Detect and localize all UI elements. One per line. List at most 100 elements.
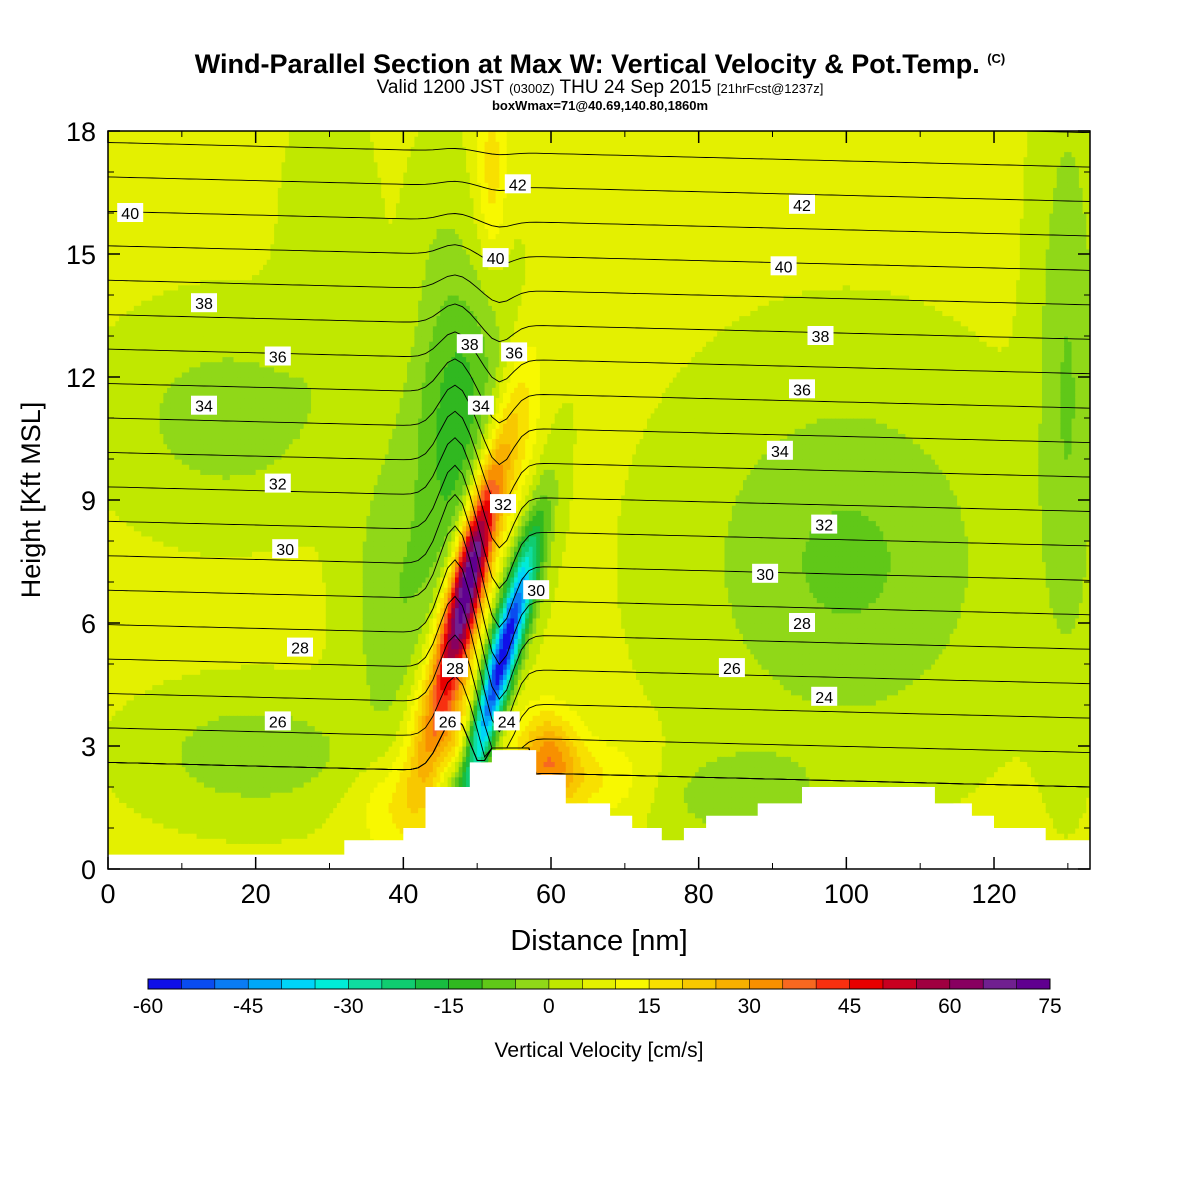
velocity-cell (215, 582, 219, 588)
velocity-cell (134, 674, 138, 680)
velocity-cell (163, 439, 167, 445)
velocity-cell (174, 536, 178, 542)
velocity-cell (167, 751, 171, 757)
velocity-cell (189, 582, 193, 588)
velocity-cell (115, 377, 119, 383)
velocity-cell (174, 341, 178, 347)
velocity-cell (215, 439, 219, 445)
velocity-cell (197, 131, 201, 137)
velocity-cell (189, 531, 193, 537)
velocity-cell (230, 767, 234, 773)
velocity-cell (130, 710, 134, 716)
velocity-cell (152, 280, 156, 286)
velocity-cell (208, 367, 212, 373)
velocity-cell (167, 234, 171, 240)
velocity-cell (215, 787, 219, 793)
velocity-cell (119, 433, 123, 439)
velocity-cell (149, 387, 153, 393)
velocity-cell (230, 782, 234, 788)
velocity-cell (138, 526, 142, 532)
velocity-cell (186, 449, 190, 455)
velocity-cell (208, 710, 212, 716)
velocity-cell (174, 731, 178, 737)
velocity-cell (174, 541, 178, 547)
velocity-cell (230, 510, 234, 516)
velocity-cell (193, 674, 197, 680)
velocity-cell (211, 649, 215, 655)
velocity-cell (222, 182, 226, 188)
velocity-cell (197, 644, 201, 650)
velocity-cell (204, 172, 208, 178)
velocity-cell (171, 331, 175, 337)
velocity-cell (211, 474, 215, 480)
velocity-cell (200, 649, 204, 655)
velocity-cell (182, 792, 186, 798)
velocity-cell (222, 490, 226, 496)
velocity-cell (171, 403, 175, 409)
velocity-cell (219, 541, 223, 547)
velocity-cell (134, 433, 138, 439)
velocity-cell (130, 772, 134, 778)
velocity-cell (119, 792, 123, 798)
velocity-cell (160, 403, 164, 409)
velocity-cell (112, 433, 116, 439)
velocity-cell (134, 746, 138, 752)
velocity-cell (215, 387, 219, 393)
velocity-cell (145, 187, 149, 193)
velocity-cell (115, 295, 119, 301)
velocity-cell (152, 772, 156, 778)
velocity-cell (219, 551, 223, 557)
velocity-cell (234, 777, 238, 783)
velocity-cell (119, 239, 123, 245)
velocity-cell (204, 218, 208, 224)
velocity-cell (234, 838, 238, 844)
velocity-cell (149, 203, 153, 209)
velocity-cell (115, 705, 119, 711)
velocity-cell (138, 597, 142, 603)
velocity-cell (134, 305, 138, 311)
velocity-cell (134, 515, 138, 521)
velocity-cell (189, 664, 193, 670)
velocity-cell (182, 741, 186, 747)
velocity-cell (156, 633, 160, 639)
velocity-cell (171, 469, 175, 475)
velocity-cell (119, 500, 123, 506)
velocity-cell (193, 500, 197, 506)
velocity-cell (178, 433, 182, 439)
velocity-cell (234, 362, 238, 368)
velocity-cell (160, 613, 164, 619)
velocity-cell (222, 695, 226, 701)
velocity-cell (222, 228, 226, 234)
velocity-cell (200, 592, 204, 598)
velocity-cell (189, 505, 193, 511)
velocity-cell (178, 182, 182, 188)
velocity-cell (123, 654, 127, 660)
velocity-cell (163, 577, 167, 583)
velocity-cell (115, 392, 119, 398)
velocity-cell (208, 644, 212, 650)
velocity-cell (200, 823, 204, 829)
velocity-cell (204, 331, 208, 337)
velocity-cell (167, 741, 171, 747)
velocity-cell (182, 152, 186, 158)
velocity-cell (115, 449, 119, 455)
velocity-cell (186, 649, 190, 655)
velocity-cell (115, 756, 119, 762)
velocity-cell (123, 541, 127, 547)
velocity-cell (149, 782, 153, 788)
velocity-cell (126, 644, 130, 650)
velocity-cell (156, 761, 160, 767)
velocity-cell (171, 813, 175, 819)
velocity-cell (234, 843, 238, 849)
velocity-cell (197, 377, 201, 383)
velocity-cell (189, 792, 193, 798)
velocity-cell (149, 792, 153, 798)
velocity-cell (119, 613, 123, 619)
velocity-cell (156, 480, 160, 486)
velocity-cell (234, 690, 238, 696)
velocity-cell (174, 193, 178, 199)
velocity-cell (193, 146, 197, 152)
velocity-cell (226, 608, 230, 614)
velocity-cell (160, 603, 164, 609)
velocity-cell (174, 833, 178, 839)
